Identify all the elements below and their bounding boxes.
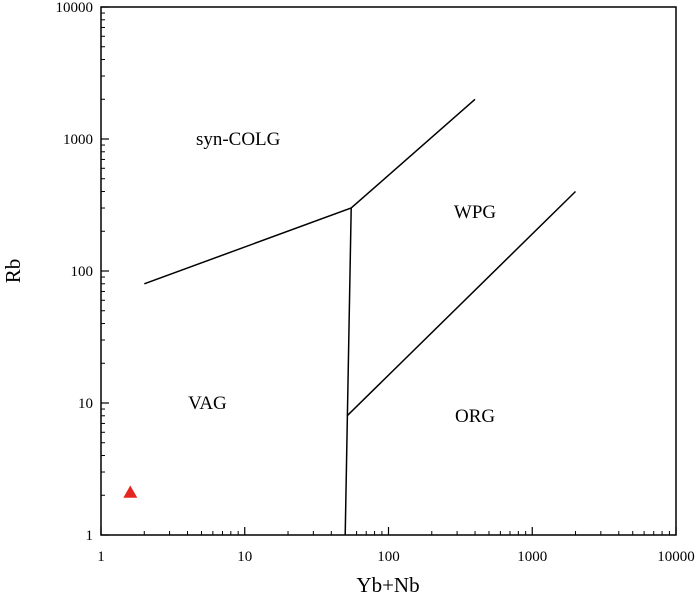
y-tick-label: 10 [78, 396, 93, 412]
boundary-line [346, 190, 577, 417]
region-labels: syn-COLG WPG VAG ORG [188, 129, 496, 427]
boundary-lines [144, 98, 577, 536]
y-tick-label: 1000 [63, 132, 93, 148]
x-tick-label: 1000 [517, 549, 547, 565]
region-label: VAG [188, 393, 227, 414]
boundary-line [344, 207, 352, 536]
region-label: syn-COLG [196, 129, 281, 150]
x-tick-label: 10000 [657, 549, 695, 565]
y-tick-label: 1 [86, 528, 94, 544]
plot-frame [100, 6, 677, 536]
x-axis: 1 10 100 1000 10000 [97, 527, 695, 565]
y-tick-label: 10000 [56, 0, 94, 16]
region-label: ORG [455, 406, 495, 427]
y-axis-title: Rb [1, 259, 25, 284]
data-point-triangle [123, 485, 138, 498]
data-points [123, 485, 138, 498]
y-axis: 1 10 100 1000 10000 [56, 0, 109, 544]
region-label: WPG [454, 202, 497, 223]
y-tick-label: 100 [71, 264, 94, 280]
boundary-line [144, 98, 476, 285]
x-tick-label: 100 [377, 549, 400, 565]
x-tick-label: 10 [237, 549, 252, 565]
x-tick-label: 1 [97, 549, 105, 565]
x-axis-title: Yb+Nb [356, 573, 419, 597]
